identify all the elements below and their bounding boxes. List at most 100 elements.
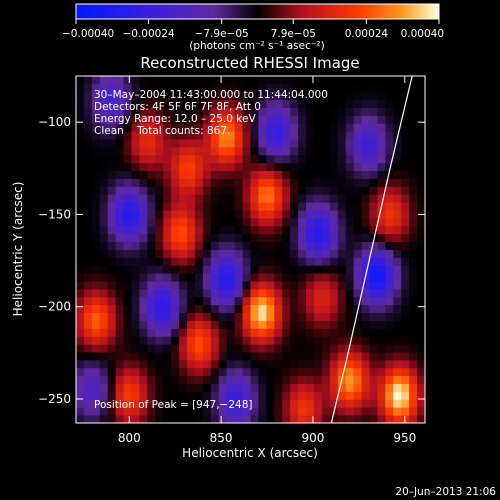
heatmap-cell — [369, 170, 378, 179]
heatmap-cell — [321, 383, 331, 392]
heatmap-cell — [345, 162, 355, 172]
heatmap-cell — [179, 131, 188, 140]
heatmap-cell — [321, 146, 331, 156]
heatmap-cell — [258, 281, 267, 290]
heatmap-cell — [298, 415, 307, 423]
heatmap-cell — [91, 146, 101, 156]
heatmap-cell — [115, 233, 124, 243]
heatmap-cell — [393, 233, 402, 243]
heatmap-cell — [345, 123, 355, 132]
heatmap-cell — [163, 249, 172, 258]
heatmap-cell — [401, 115, 410, 124]
heatmap-cell — [369, 249, 378, 258]
heatmap-cell — [298, 281, 307, 290]
heatmap-cell — [353, 336, 362, 345]
heatmap-cell — [258, 115, 267, 124]
heatmap-cell — [258, 154, 267, 164]
heatmap-cell — [147, 367, 156, 377]
heatmap-cell — [361, 281, 370, 290]
heatmap-cell — [99, 320, 109, 329]
heatmap-cell — [353, 91, 362, 101]
heatmap-cell — [234, 344, 243, 353]
heatmap-cell — [194, 162, 204, 172]
heatmap-cell — [107, 328, 117, 337]
heatmap-cell — [401, 383, 410, 392]
heatmap-cell — [194, 415, 204, 423]
heatmap-cell — [409, 170, 418, 179]
heatmap-cell — [369, 367, 378, 377]
heatmap-cell — [163, 383, 172, 392]
heatmap-cell — [250, 115, 259, 124]
heatmap-cell — [163, 352, 172, 361]
heatmap-cell — [258, 312, 267, 321]
heatmap-cell — [202, 265, 212, 274]
heatmap-cell — [393, 194, 402, 203]
heatmap-cell — [107, 99, 117, 108]
heatmap-cell — [194, 202, 204, 211]
heatmap-cell — [401, 407, 410, 416]
heatmap-cell — [83, 265, 93, 274]
heatmap-cell — [258, 162, 267, 172]
heatmap-cell — [369, 186, 378, 195]
heatmap-cell — [250, 336, 259, 345]
colorbar-tick-label: −0.00040 — [62, 28, 114, 40]
heatmap-cell — [91, 162, 101, 172]
heatmap-cell — [171, 249, 180, 258]
heatmap-cell — [353, 383, 362, 392]
heatmap-cell — [218, 257, 228, 266]
heatmap-cell — [210, 170, 220, 179]
heatmap-cell — [282, 241, 291, 250]
heatmap-cell — [171, 194, 180, 203]
heatmap-cell — [163, 288, 172, 298]
heatmap-cell — [345, 99, 355, 108]
heatmap-cell — [115, 312, 124, 321]
heatmap-cell — [409, 194, 418, 203]
heatmap-cell — [194, 375, 204, 384]
heatmap-cell — [131, 399, 140, 408]
heatmap-cell — [234, 154, 243, 164]
heatmap-cell — [107, 288, 117, 298]
heatmap-cell — [171, 399, 180, 408]
heatmap-cell — [306, 194, 315, 203]
heatmap-cell — [329, 146, 339, 156]
heatmap-cell — [194, 296, 204, 306]
heatmap-cell — [131, 107, 140, 116]
heatmap-cell — [242, 328, 251, 337]
heatmap-cell — [385, 131, 394, 140]
heatmap-cell — [202, 359, 212, 369]
heatmap-cell — [147, 352, 156, 361]
heatmap-cell — [91, 296, 101, 306]
plot-area: 800 850 900 950−100−150−200−250 — [38, 75, 426, 445]
heatmap-cell — [417, 178, 425, 187]
heatmap-cell — [139, 312, 148, 321]
heatmap-cell — [409, 288, 418, 298]
heatmap-cell — [250, 367, 259, 377]
heatmap-cell — [147, 359, 156, 369]
heatmap-cell — [345, 170, 355, 179]
heatmap-cell — [179, 107, 188, 116]
heatmap-cell — [274, 107, 283, 116]
heatmap-cell — [83, 281, 93, 290]
heatmap-cell — [83, 202, 93, 211]
heatmap-cell — [329, 312, 339, 321]
heatmap-cell — [131, 146, 140, 156]
heatmap-cell — [290, 107, 299, 116]
colorbar-tick-label: 7.9e−05 — [271, 28, 316, 40]
heatmap-cell — [313, 265, 323, 274]
heatmap-cell — [179, 375, 188, 384]
heatmap-cell — [187, 273, 196, 282]
heatmap-cell — [218, 99, 228, 108]
heatmap-cell — [353, 178, 362, 187]
heatmap-cell — [266, 202, 275, 211]
heatmap-cell — [321, 107, 331, 116]
heatmap-cell — [409, 115, 418, 124]
heatmap-cell — [329, 399, 339, 408]
heatmap-cell — [115, 265, 124, 274]
heatmap-cell — [377, 249, 386, 258]
heatmap-cell — [417, 146, 425, 156]
heatmap-cell — [123, 281, 132, 290]
heatmap-cell — [369, 415, 378, 423]
heatmap-cell — [306, 225, 315, 235]
heatmap-cell — [266, 367, 275, 377]
heatmap-cell — [91, 375, 101, 384]
